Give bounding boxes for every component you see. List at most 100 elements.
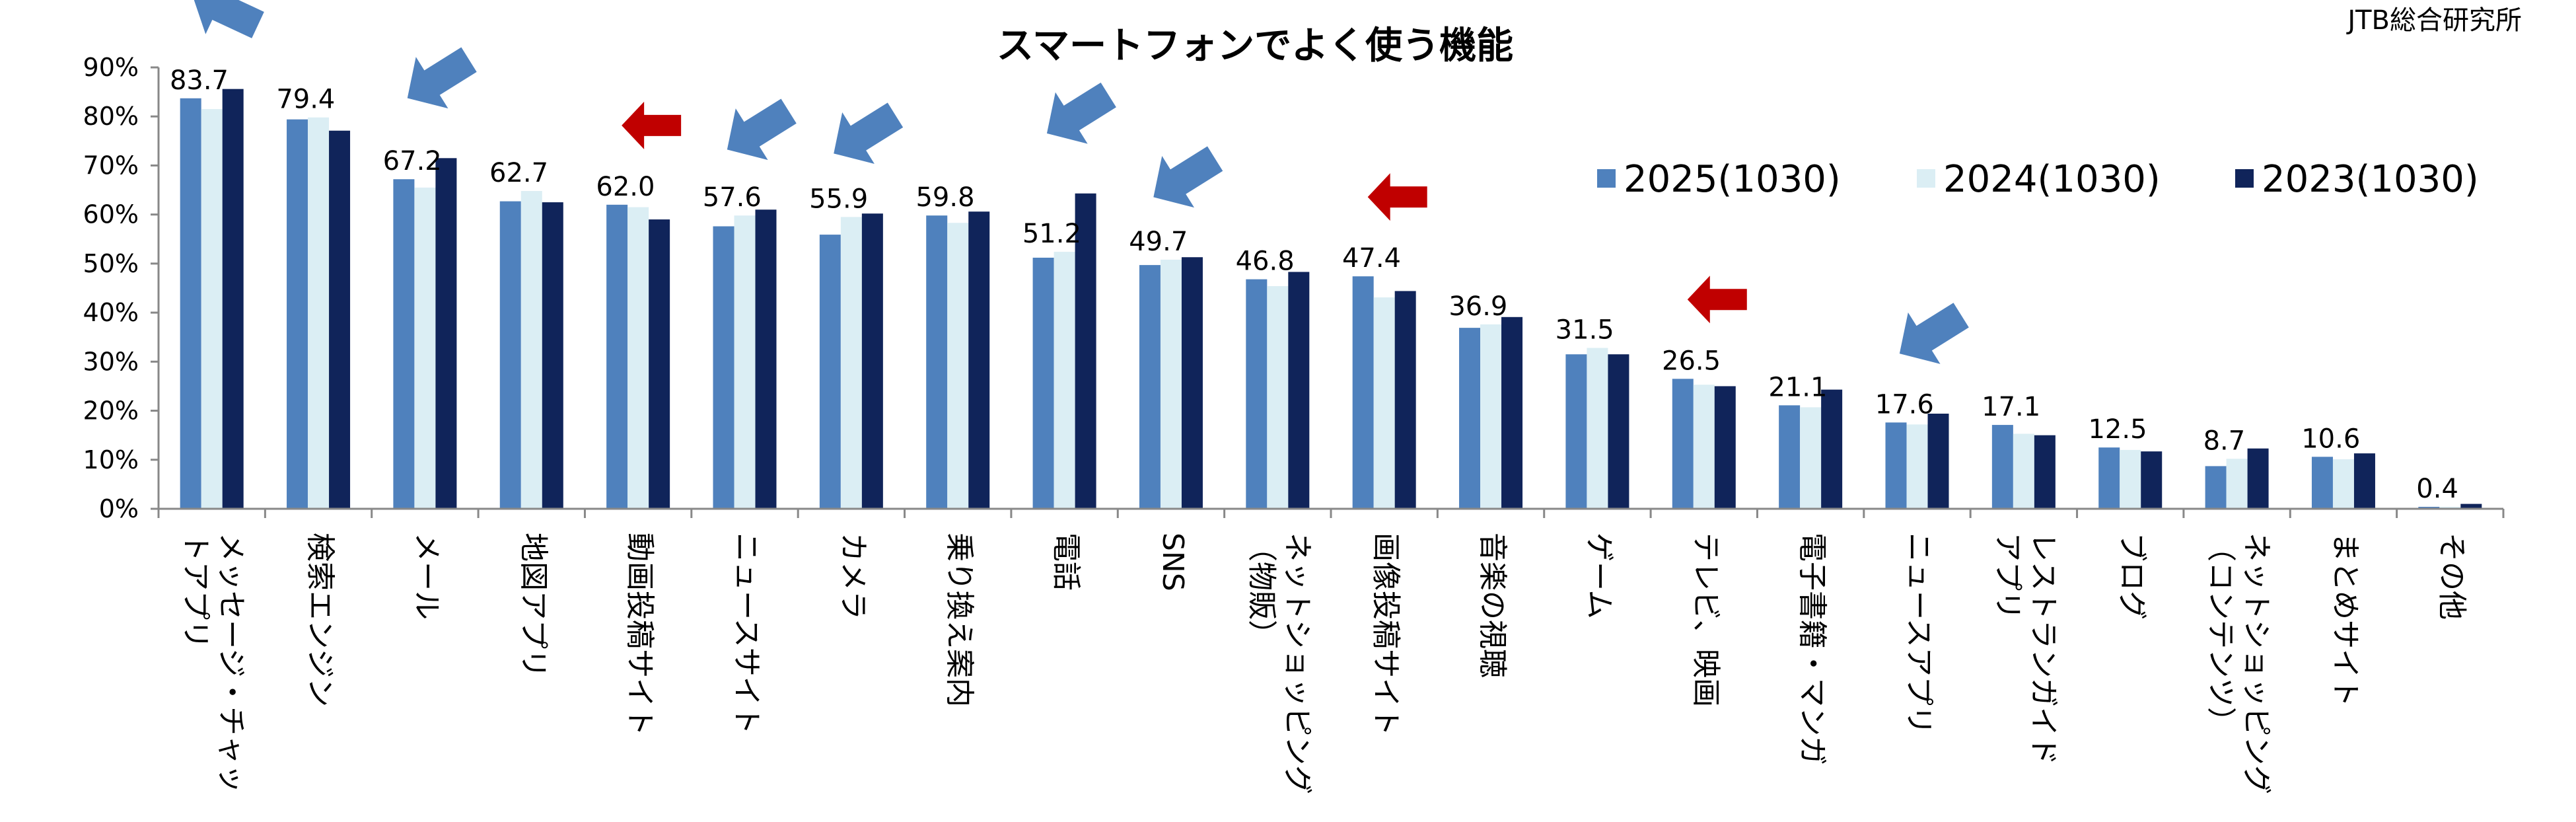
category-label: 電話 <box>1050 533 1083 591</box>
bar-3-20 <box>2247 448 2269 509</box>
bar-2-3 <box>414 187 436 509</box>
bar-1-20 <box>2205 466 2227 509</box>
bar-3-11 <box>1288 272 1310 509</box>
bar-2-21 <box>2332 459 2354 509</box>
bar-2-6 <box>734 215 756 509</box>
bar-1-18 <box>1991 425 2013 509</box>
data-label: 10.6 <box>2301 424 2360 454</box>
bar-2-13 <box>1480 324 1502 509</box>
data-label: 26.5 <box>1662 346 1721 376</box>
y-axis: 0% 10% 20% 30% 40% 50% 60% 70% 80% 90% <box>83 53 160 523</box>
y-tick-label: 60% <box>83 200 139 229</box>
category-label: アプリ <box>1991 533 2024 620</box>
bar-1-8 <box>926 215 948 509</box>
data-label: 83.7 <box>170 65 229 96</box>
bar-1-5 <box>606 204 628 509</box>
trend-arrow-icon <box>834 102 904 165</box>
bar-3-5 <box>649 219 670 509</box>
category-label: メッセージ・チャッ <box>215 533 248 794</box>
legend-swatch <box>1917 169 1935 188</box>
data-label: 12.5 <box>2088 414 2147 445</box>
trend-arrow-icon <box>1046 82 1116 144</box>
y-tick-label: 30% <box>83 347 139 376</box>
trend-arrow-icon <box>622 101 682 149</box>
category-label: ゲーム <box>1582 533 1616 619</box>
bar-1-13 <box>1459 328 1481 509</box>
bar-1-14 <box>1565 354 1587 509</box>
bar-2-11 <box>1267 286 1289 509</box>
bar-3-16 <box>1821 389 1843 509</box>
data-label: 17.1 <box>1982 392 2040 422</box>
trend-arrows <box>192 0 1969 364</box>
category-label: ネットショッピング <box>1280 533 1314 794</box>
category-label: レストランガイド <box>2026 533 2060 765</box>
category-label: テレビ、映画 <box>1689 533 1723 707</box>
data-label: 0.4 <box>2416 474 2458 504</box>
bar-2-16 <box>1800 407 1822 509</box>
bar-3-15 <box>1714 386 1736 509</box>
category-label: カメラ <box>836 533 870 620</box>
trend-arrow-icon <box>1153 146 1223 208</box>
bar-3-18 <box>2034 435 2056 509</box>
trend-arrow-icon <box>1367 173 1427 221</box>
bar-2-19 <box>2120 449 2141 509</box>
bar-2-4 <box>520 191 542 509</box>
category-label: 乗り換え案内 <box>943 533 976 707</box>
data-label: 47.4 <box>1342 243 1401 274</box>
data-label: 49.7 <box>1129 227 1188 257</box>
legend-label: 2024(1030) <box>1943 158 2161 201</box>
bar-3-13 <box>1501 317 1523 509</box>
data-label: 17.6 <box>1875 389 1934 420</box>
category-label: トアプリ <box>179 533 213 649</box>
data-label: 21.1 <box>1768 372 1827 402</box>
x-axis <box>157 507 2505 518</box>
y-tick-label: 70% <box>83 151 139 180</box>
y-tick-label: 10% <box>83 445 139 474</box>
category-label: （コンテンツ） <box>2204 533 2238 736</box>
bar-2-20 <box>2226 459 2248 509</box>
bar-1-2 <box>287 119 308 509</box>
trend-arrow-icon <box>1899 303 1969 364</box>
category-label: ニュースサイト <box>730 533 764 735</box>
data-label: 79.4 <box>276 85 335 115</box>
category-label: まとめサイト <box>2328 533 2362 707</box>
bar-1-1 <box>180 98 201 509</box>
bar-2-1 <box>201 109 223 509</box>
bar-2-17 <box>1906 424 1928 509</box>
data-label: 51.2 <box>1022 219 1081 249</box>
bar-3-4 <box>542 202 563 509</box>
category-label: ブログ <box>2115 533 2149 620</box>
bar-3-7 <box>861 213 883 509</box>
category-label: メール <box>410 533 443 620</box>
bar-2-5 <box>627 207 649 509</box>
category-label: 動画投稿サイト <box>623 533 657 736</box>
bar-3-12 <box>1394 291 1416 509</box>
bar-3-22 <box>2460 504 2482 509</box>
trend-arrow-icon <box>1687 276 1747 324</box>
data-label: 46.8 <box>1236 246 1295 277</box>
bar-3-8 <box>968 211 990 509</box>
category-label: ニュースアプリ <box>1902 533 1936 735</box>
data-label: 31.5 <box>1556 315 1614 346</box>
bar-1-9 <box>1032 257 1054 509</box>
bar-2-9 <box>1054 252 1075 509</box>
data-label: 57.6 <box>703 182 762 213</box>
data-label: 55.9 <box>809 184 868 214</box>
bar-2-15 <box>1693 385 1715 509</box>
y-tick-label: 50% <box>83 249 139 278</box>
bar-1-3 <box>393 179 415 509</box>
trend-arrow-icon <box>727 98 797 161</box>
bars <box>180 89 2482 509</box>
category-label: 画像投稿サイト <box>1369 533 1403 736</box>
data-label: 8.7 <box>2203 426 2246 456</box>
bar-3-3 <box>435 158 457 509</box>
data-labels: 83.7 79.4 67.2 62.7 62.0 57.6 55.9 59.8 51.2 49.7… <box>170 65 2458 504</box>
bar-3-19 <box>2141 451 2163 509</box>
chart-source: JTB総合研究所 <box>2345 5 2522 36</box>
y-tick-label: 0% <box>99 494 139 523</box>
legend-swatch <box>2235 169 2254 188</box>
bar-3-14 <box>1608 354 1629 509</box>
bar-3-10 <box>1181 257 1203 509</box>
